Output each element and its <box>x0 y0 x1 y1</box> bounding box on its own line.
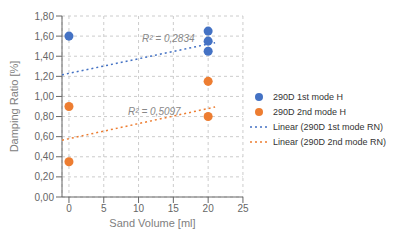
svg-text:0,80: 0,80 <box>35 111 55 122</box>
svg-text:1,20: 1,20 <box>35 71 55 82</box>
svg-text:0: 0 <box>66 203 72 214</box>
html-text:290D 1st mode H: 290D 1st mode H <box>272 91 343 102</box>
svg-text:Sand Volume [ml]: Sand Volume [ml] <box>109 217 195 229</box>
html-text:Linear (290D 1st mode RN): Linear (290D 1st mode RN) <box>272 121 383 132</box>
svg-text:0,40: 0,40 <box>35 151 55 162</box>
svg-text:15: 15 <box>168 203 180 214</box>
svg-text:1,60: 1,60 <box>35 31 55 42</box>
svg-text:1,80: 1,80 <box>35 11 55 22</box>
html-text:290D 2nd mode H: 290D 2nd mode H <box>272 106 346 117</box>
svg-text:20: 20 <box>203 203 215 214</box>
svg-text:10: 10 <box>133 203 145 214</box>
svg-text:0,00: 0,00 <box>35 192 55 203</box>
svg-text:5: 5 <box>101 203 107 214</box>
svg-text:R² = 0,2834: R² = 0,2834 <box>142 33 195 44</box>
html-text:Linear (290D 2nd mode RN): Linear (290D 2nd mode RN) <box>272 136 386 147</box>
svg-text:0,20: 0,20 <box>35 171 55 182</box>
svg-text:1,40: 1,40 <box>35 51 55 62</box>
svg-text:R² = 0,5097: R² = 0,5097 <box>128 106 181 117</box>
svg-text:0,60: 0,60 <box>35 131 55 142</box>
svg-text:Damping Ratio [%]: Damping Ratio [%] <box>8 61 20 153</box>
svg-text:25: 25 <box>237 203 249 214</box>
svg-text:1,00: 1,00 <box>35 91 55 102</box>
